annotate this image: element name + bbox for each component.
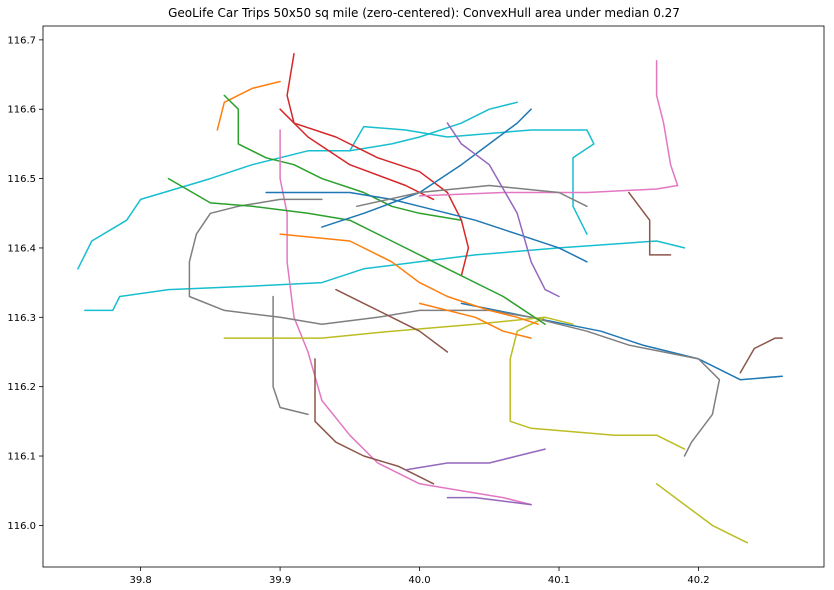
trip-line: [167, 177, 546, 325]
trip-line: [321, 108, 532, 228]
chart-title: GeoLife Car Trips 50x50 sq mile (zero-ce…: [168, 6, 680, 20]
trip-line: [418, 302, 532, 339]
x-tick-label: 39.8: [129, 575, 151, 586]
trip-line: [628, 191, 672, 256]
trip-line: [223, 94, 463, 221]
y-tick-label: 116.7: [7, 35, 36, 46]
trip-line: [446, 496, 532, 506]
trip-line: [314, 358, 435, 485]
trip-line: [279, 129, 532, 506]
trip-line: [84, 240, 686, 312]
y-axis: 116.0 116.1 116.2 116.3 116.4 116.5 116.6 116.7: [7, 35, 43, 532]
trip-line: [223, 316, 574, 339]
trip-lines: [77, 52, 783, 544]
x-axis: 39.8 39.9 40.0 40.1 40.2: [129, 567, 710, 586]
x-tick-label: 40.1: [548, 575, 570, 586]
x-tick-label: 40.2: [687, 575, 709, 586]
trip-line: [349, 125, 595, 235]
y-tick-label: 116.5: [7, 174, 36, 185]
trip-line: [188, 198, 721, 457]
trip-line: [655, 483, 749, 544]
trip-line: [404, 448, 546, 471]
trip-line: [655, 59, 679, 187]
x-tick-label: 40.0: [408, 575, 430, 586]
y-tick-label: 116.2: [7, 382, 36, 393]
trip-line: [509, 316, 686, 450]
y-tick-label: 116.4: [7, 243, 36, 254]
trip-line: [418, 184, 679, 197]
trip-line: [446, 122, 560, 298]
trip-line: [272, 295, 309, 416]
axes-frame: [42, 25, 825, 568]
trip-line: [279, 233, 539, 325]
trip-line: [279, 108, 435, 201]
y-tick-label: 116.1: [7, 452, 36, 463]
x-tick-label: 39.9: [269, 575, 291, 586]
trip-line: [216, 80, 281, 131]
trip-line: [286, 52, 470, 277]
y-tick-label: 116.0: [7, 521, 36, 532]
trip-line: [265, 191, 588, 263]
trip-line: [739, 337, 783, 374]
trip-line: [356, 184, 588, 208]
trip-line: [335, 288, 449, 353]
y-tick-label: 116.3: [7, 313, 36, 324]
trip-line: [77, 101, 518, 270]
y-tick-label: 116.6: [7, 105, 36, 116]
